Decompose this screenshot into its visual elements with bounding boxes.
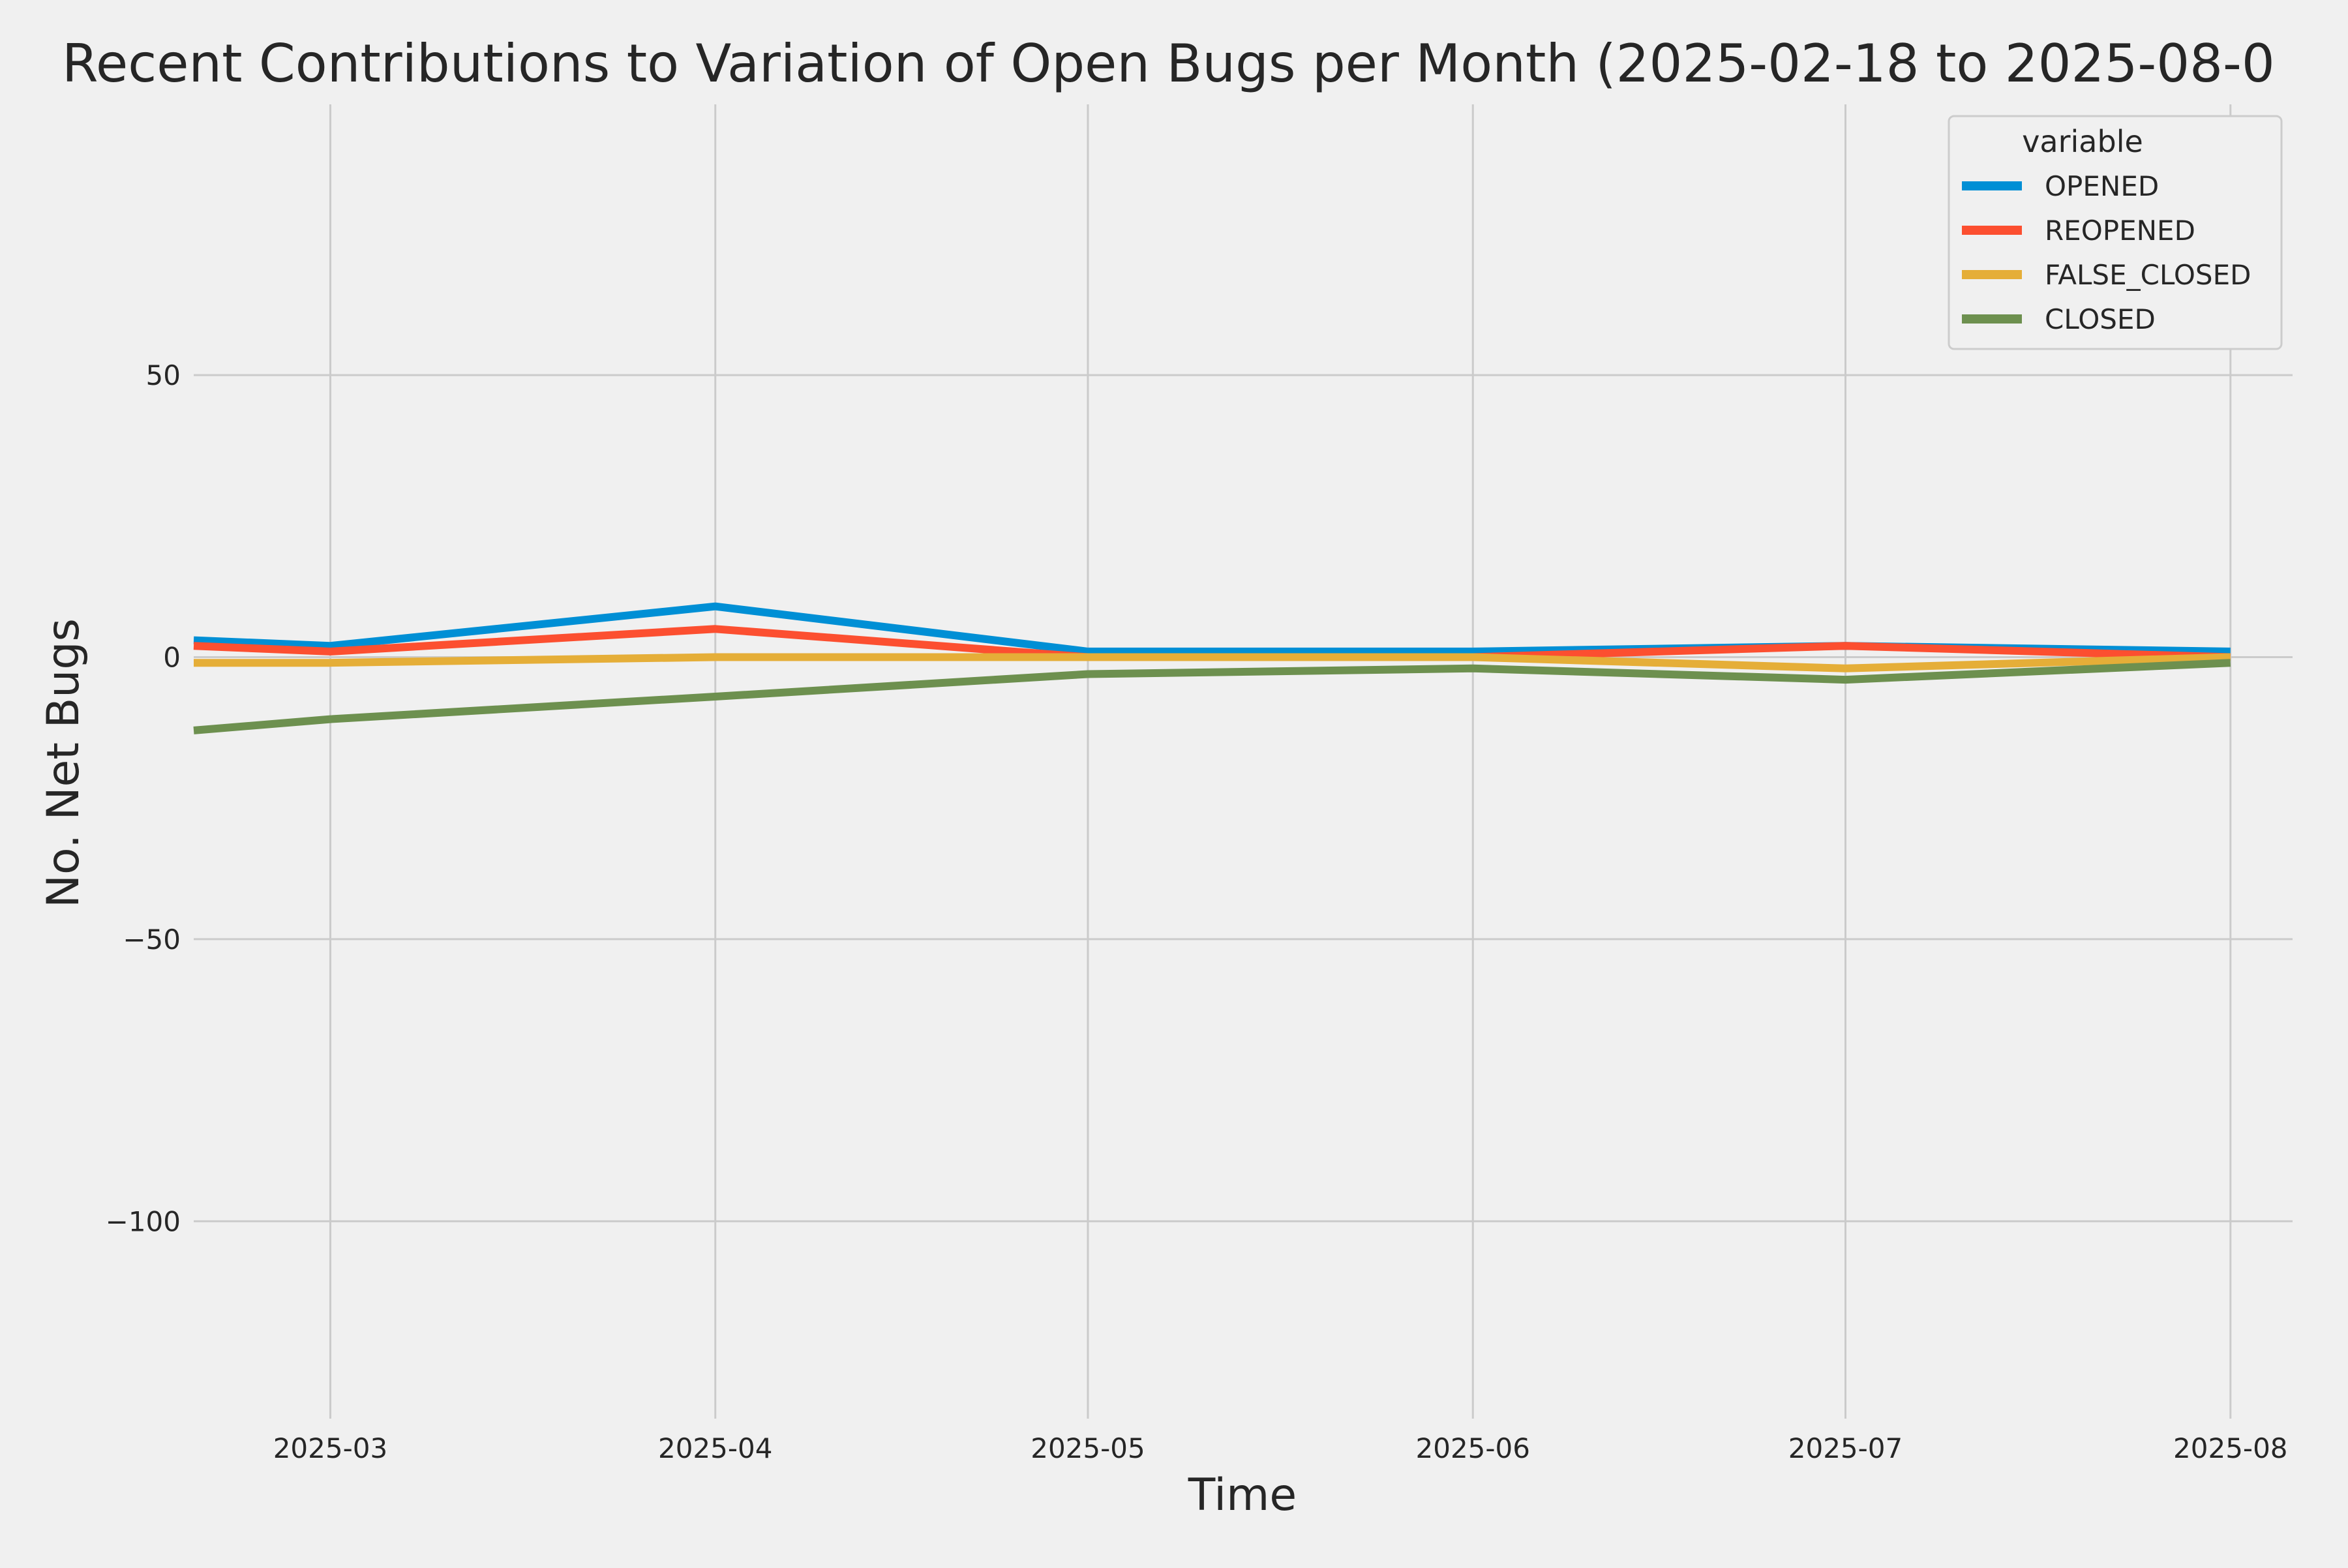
chart-title: Recent Contributions to Variation of Ope… [62, 33, 2275, 94]
legend-entry-label: CLOSED [2045, 303, 2156, 335]
legend-title: variable [2022, 124, 2143, 159]
series-lines [193, 602, 2231, 734]
x-tick-label: 2025-04 [658, 1432, 773, 1464]
series-line-false-closed [194, 653, 2231, 672]
legend-entry-label: FALSE_CLOSED [2045, 259, 2251, 291]
x-tick-label: 2025-03 [273, 1432, 388, 1464]
x-tick-label: 2025-06 [1416, 1432, 1531, 1464]
y-tick-label: −100 [106, 1205, 181, 1237]
x-tick-label: 2025-05 [1031, 1432, 1145, 1464]
legend: variable OPENED REOPENED FALSE_CLOSED CLOSE… [1948, 115, 2283, 350]
x-axis-label: Time [1188, 1470, 1297, 1521]
y-axis-label: No. Net Bugs [38, 618, 89, 908]
x-tick-label: 2025-08 [2173, 1432, 2288, 1464]
y-tick-label: 0 [163, 642, 181, 674]
x-tick-label: 2025-07 [1788, 1432, 1903, 1464]
tick-labels: 50 0 −50 −100 2025-03 2025-04 2025-05 2025-06 20… [106, 359, 2288, 1464]
legend-entry-label: OPENED [2045, 170, 2159, 202]
series-line-closed [193, 659, 2231, 734]
legend-entry-label: REOPENED [2045, 215, 2195, 247]
y-tick-label: −50 [123, 924, 181, 956]
legend-box [1948, 115, 2283, 350]
y-tick-label: 50 [146, 359, 181, 391]
